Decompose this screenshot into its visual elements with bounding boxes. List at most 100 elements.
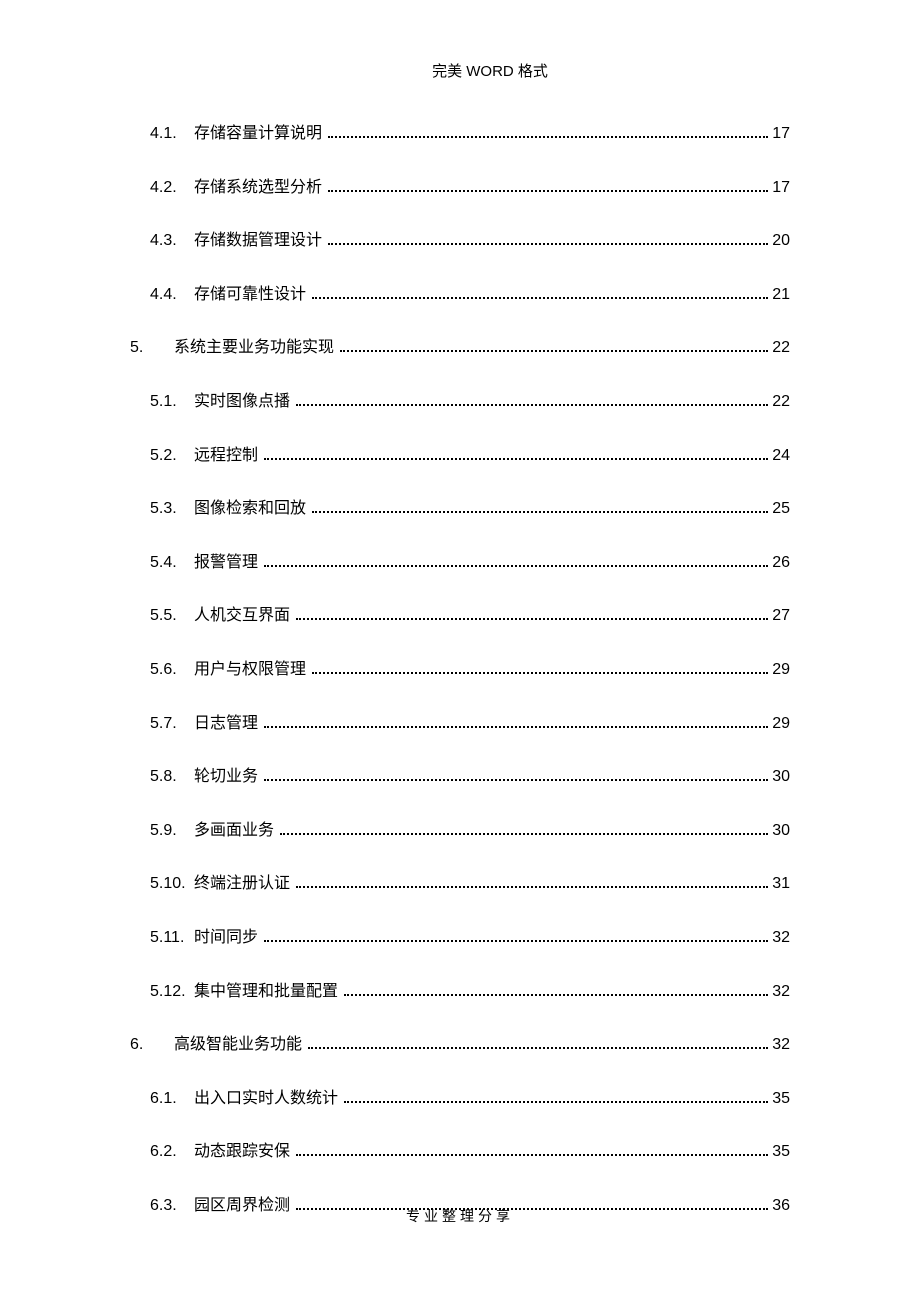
toc-title: 存储系统选型分析 (194, 175, 326, 201)
toc-leader-dots (308, 1047, 768, 1049)
toc-title: 远程控制 (194, 443, 262, 469)
toc-number: 4.3. (150, 228, 194, 254)
toc-number: 5.10. (150, 871, 194, 897)
toc-number: 5.7. (150, 711, 194, 737)
toc-leader-dots (296, 404, 768, 406)
toc-title: 存储可靠性设计 (194, 282, 310, 308)
toc-number: 5.4. (150, 550, 194, 576)
toc-leader-dots (312, 297, 768, 299)
toc-entry: 5.1.实时图像点播 22 (150, 389, 790, 415)
toc-page-number: 35 (770, 1139, 790, 1165)
toc-page-number: 24 (770, 443, 790, 469)
toc-entry: 6.1.出入口实时人数统计 35 (150, 1086, 790, 1112)
toc-title: 实时图像点播 (194, 389, 294, 415)
toc-page-number: 22 (770, 389, 790, 415)
toc-page-number: 22 (770, 335, 790, 361)
toc-title: 多画面业务 (194, 818, 278, 844)
toc-entry: 4.3.存储数据管理设计 20 (150, 228, 790, 254)
toc-page-number: 30 (770, 818, 790, 844)
toc-entry: 5.3.图像检索和回放 25 (150, 496, 790, 522)
toc-number: 5.3. (150, 496, 194, 522)
toc-entry: 5.5.人机交互界面 27 (150, 603, 790, 629)
toc-page-number: 29 (770, 657, 790, 683)
toc-entry: 5.2.远程控制 24 (150, 443, 790, 469)
toc-page-number: 21 (770, 282, 790, 308)
toc-entry: 5.8.轮切业务 30 (150, 764, 790, 790)
toc-leader-dots (296, 618, 768, 620)
toc-number: 6.2. (150, 1139, 194, 1165)
toc-entry: 5.7.日志管理 29 (150, 711, 790, 737)
toc-entry: 5.6.用户与权限管理 29 (150, 657, 790, 683)
toc-page-number: 17 (770, 121, 790, 147)
toc-page-number: 35 (770, 1086, 790, 1112)
toc-title: 系统主要业务功能实现 (174, 335, 338, 361)
toc-entry: 6.2.动态跟踪安保 35 (150, 1139, 790, 1165)
toc-page-number: 32 (770, 979, 790, 1005)
toc-number: 5.8. (150, 764, 194, 790)
toc-title: 高级智能业务功能 (174, 1032, 306, 1058)
toc-entry: 5.4.报警管理 26 (150, 550, 790, 576)
toc-entry: 5.9.多画面业务 30 (150, 818, 790, 844)
toc-title: 出入口实时人数统计 (194, 1086, 342, 1112)
toc-title: 报警管理 (194, 550, 262, 576)
toc-number: 4.4. (150, 282, 194, 308)
toc-entry: 4.1.存储容量计算说明 17 (150, 121, 790, 147)
table-of-contents: 4.1.存储容量计算说明 17 4.2.存储系统选型分析17 4.3.存储数据管理设计… (130, 121, 790, 1218)
toc-title: 日志管理 (194, 711, 262, 737)
toc-leader-dots (264, 565, 768, 567)
toc-leader-dots (264, 779, 768, 781)
toc-leader-dots (280, 833, 768, 835)
toc-entry: 5.10.终端注册认证 31 (150, 871, 790, 897)
toc-title: 存储容量计算说明 (194, 121, 326, 147)
toc-leader-dots (344, 1101, 768, 1103)
toc-page-number: 29 (770, 711, 790, 737)
toc-number: 5.2. (150, 443, 194, 469)
toc-number: 5.12. (150, 979, 194, 1005)
toc-page-number: 26 (770, 550, 790, 576)
toc-leader-dots (296, 886, 768, 888)
toc-leader-dots (296, 1154, 768, 1156)
toc-title: 时间同步 (194, 925, 262, 951)
toc-leader-dots (344, 994, 768, 996)
toc-number: 5.1. (150, 389, 194, 415)
toc-title: 轮切业务 (194, 764, 262, 790)
toc-page-number: 30 (770, 764, 790, 790)
toc-leader-dots (264, 726, 768, 728)
toc-leader-dots (328, 190, 768, 192)
toc-leader-dots (312, 511, 768, 513)
toc-leader-dots (328, 243, 768, 245)
page-header: 完美 WORD 格式 (190, 60, 790, 81)
page-footer: 专业整理分享 (0, 1206, 920, 1226)
toc-page-number: 20 (770, 228, 790, 254)
toc-page-number: 25 (770, 496, 790, 522)
toc-leader-dots (312, 672, 768, 674)
toc-number: 4.1. (150, 121, 194, 147)
toc-number: 5.9. (150, 818, 194, 844)
toc-number: 5.11. (150, 925, 194, 951)
toc-number: 5.6. (150, 657, 194, 683)
toc-page-number: 31 (770, 871, 790, 897)
toc-title: 用户与权限管理 (194, 657, 310, 683)
toc-leader-dots (264, 940, 768, 942)
toc-page-number: 27 (770, 603, 790, 629)
toc-title: 图像检索和回放 (194, 496, 310, 522)
toc-title: 人机交互界面 (194, 603, 294, 629)
toc-entry: 5.系统主要业务功能实现22 (130, 335, 790, 361)
toc-leader-dots (340, 350, 768, 352)
toc-entry: 4.4.存储可靠性设计 21 (150, 282, 790, 308)
toc-title: 终端注册认证 (194, 871, 294, 897)
toc-page-number: 32 (770, 925, 790, 951)
toc-entry: 6.高级智能业务功能 32 (130, 1032, 790, 1058)
toc-title: 存储数据管理设计 (194, 228, 326, 254)
toc-number: 6.1. (150, 1086, 194, 1112)
toc-entry: 5.12.集中管理和批量配置 32 (150, 979, 790, 1005)
toc-number: 6. (130, 1032, 174, 1058)
toc-number: 4.2. (150, 175, 194, 201)
toc-title: 集中管理和批量配置 (194, 979, 342, 1005)
toc-entry: 4.2.存储系统选型分析17 (150, 175, 790, 201)
toc-page-number: 32 (770, 1032, 790, 1058)
toc-leader-dots (264, 458, 768, 460)
toc-entry: 5.11.时间同步 32 (150, 925, 790, 951)
toc-number: 5.5. (150, 603, 194, 629)
toc-title: 动态跟踪安保 (194, 1139, 294, 1165)
